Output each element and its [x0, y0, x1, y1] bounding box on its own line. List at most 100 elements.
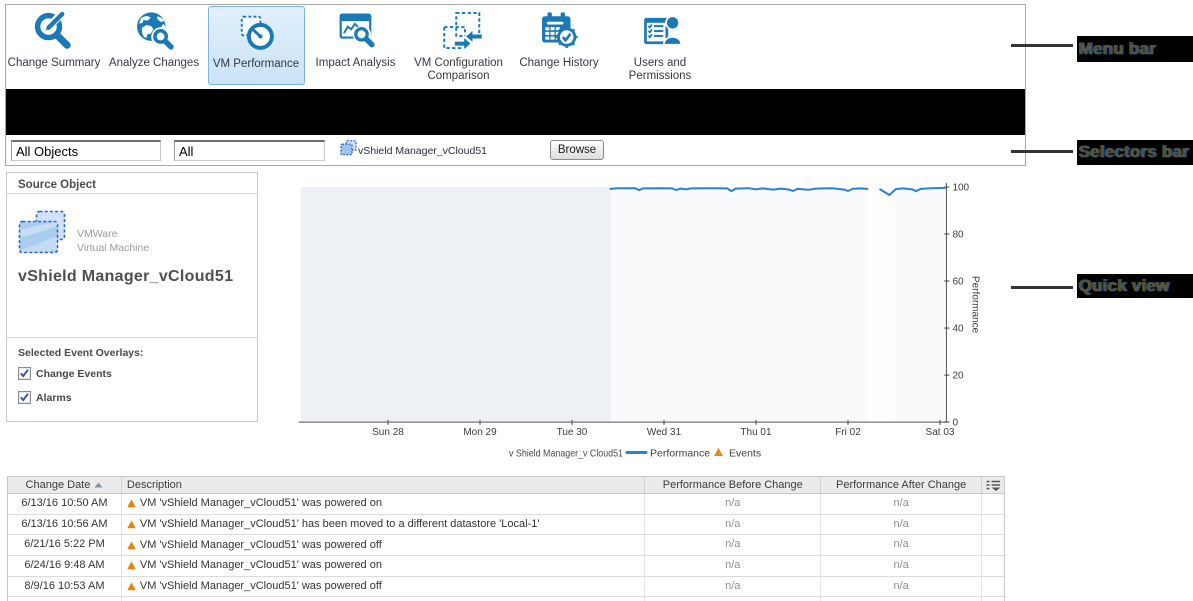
vm-performance-icon	[233, 7, 279, 55]
sort-asc-icon	[94, 482, 103, 488]
callout-label: Menu bar	[1079, 39, 1157, 58]
table-row[interactable]: 6/24/16 9:48 AM VM 'vShield Manager_vClo…	[8, 555, 1004, 577]
users-permissions-icon	[637, 6, 683, 54]
plot-bg-no-data	[300, 187, 611, 423]
source-object-title: Source Object	[18, 179, 96, 191]
object-kind-line2: Virtual Machine	[77, 242, 150, 254]
menu-item-label: Impact Analysis	[315, 57, 396, 69]
column-header-performance-after-change[interactable]: Performance After Change	[821, 477, 983, 493]
table-row[interactable]: 6/21/16 5:22 PM VM 'vShield Manager_vClo…	[8, 535, 1004, 556]
row-end-cell	[982, 535, 1004, 555]
menu-item-users-and-permissions[interactable]: Users and Permissions	[610, 6, 710, 85]
object-kind-line1: VMWare	[77, 228, 118, 240]
table-header: Change Date Description Performance Befor…	[8, 477, 1004, 494]
table-row[interactable]: 6/13/16 10:50 AM VM 'vShield Manager_vCl…	[8, 494, 1004, 515]
table-row-partial	[8, 597, 1004, 601]
browse-button[interactable]: Browse	[550, 140, 604, 160]
warning-triangle-icon	[127, 499, 140, 508]
warning-triangle-icon-svg	[127, 582, 136, 591]
x-tick-label: Sat 03	[926, 427, 955, 438]
checkbox-row-alarms[interactable]: Alarms	[18, 391, 72, 404]
row-end-cell	[821, 597, 983, 601]
legend-series-label: Performance	[650, 448, 710, 460]
column-chooser-icon-svg	[986, 480, 1001, 491]
callout-line	[1011, 149, 1073, 154]
performance-after-cell: n/a	[821, 494, 983, 514]
y-tick-label: 60	[952, 277, 964, 288]
vm-configuration-comparison-icon	[436, 6, 482, 54]
menu-item-impact-analysis[interactable]: Impact Analysis	[306, 6, 406, 85]
menu-item-vm-configuration-comparison[interactable]: VM Configuration Comparison	[407, 6, 511, 85]
callout-label: Quick view	[1079, 275, 1170, 295]
performance-after-cell: n/a	[821, 576, 983, 597]
source-object-name: vShield Manager_vCloud51	[18, 268, 234, 285]
row-end-cell	[982, 515, 1004, 535]
vm-icon-svg	[340, 140, 357, 156]
callout-line	[1011, 285, 1073, 290]
change-date-cell: 8/9/16 10:53 AM	[8, 576, 122, 597]
row-end-cell	[982, 494, 1004, 514]
description-cell: VM 'vShield Manager_vCloud51' was powere…	[122, 494, 646, 514]
menu-item-change-summary[interactable]: Change Summary	[4, 6, 104, 85]
description-cell: VM 'vShield Manager_vCloud51' was powere…	[122, 576, 646, 597]
menu-item-analyze-changes[interactable]: Analyze Changes	[104, 6, 204, 85]
warning-triangle-icon	[127, 541, 140, 550]
row-end-cell	[982, 556, 1004, 576]
y-tick-label: 0	[952, 418, 958, 429]
vm-configuration-comparison-icon-svg	[442, 11, 482, 53]
checkbox-checked-icon[interactable]	[18, 391, 31, 404]
description-cell: VM 'vShield Manager_vCloud51' was powere…	[122, 535, 646, 555]
menu-item-label: Users and Permissions	[628, 57, 692, 82]
column-header-label: Description	[126, 479, 182, 491]
highlight-band	[867, 187, 895, 423]
column-chooser-button[interactable]	[982, 477, 1004, 493]
y-tick-label: 40	[952, 324, 964, 335]
x-tick-label: Wed 31	[647, 427, 682, 438]
performance-before-cell: n/a	[645, 555, 822, 576]
selected-object-label: vShield Manager_vCloud51	[358, 144, 487, 157]
performance-before-cell: n/a	[645, 535, 822, 555]
table-row[interactable]: 8/9/16 10:53 AM VM 'vShield Manager_vClo…	[8, 576, 1004, 598]
callout-selectors-bar: Selectors bar	[1077, 139, 1193, 165]
y-tick-label: 100	[952, 183, 969, 194]
panel-divider	[7, 193, 257, 194]
row-end-cell	[982, 597, 1004, 601]
table-row[interactable]: 6/13/16 10:56 AM VM 'vShield Manager_vCl…	[8, 514, 1004, 536]
row-end-cell	[645, 597, 822, 601]
performance-chart: Sun 28 Mon 29 Tue 30 Wed 31 Thu 01 Fri 02 Sat …	[290, 180, 995, 465]
menu-item-change-history[interactable]: Change History	[509, 6, 609, 85]
analyze-changes-icon-svg	[137, 12, 174, 50]
object-type-selector[interactable]: All Objects	[11, 139, 161, 161]
column-header-label: Performance Before Change	[662, 479, 803, 491]
change-history-icon-svg	[542, 12, 578, 48]
description-text: VM 'vShield Manager_vCloud51' was powere…	[139, 579, 382, 592]
performance-after-cell: n/a	[821, 555, 983, 576]
analyze-changes-icon	[131, 6, 177, 54]
sort-asc-icon-svg	[94, 482, 103, 488]
checkbox-checked-icon[interactable]	[18, 367, 31, 380]
menu-item-label: VM Performance	[212, 58, 300, 70]
performance-after-cell: n/a	[821, 514, 983, 535]
vm-icon	[18, 210, 68, 260]
object-filter-selector[interactable]: All	[174, 139, 325, 161]
column-header-performance-before-change[interactable]: Performance Before Change	[645, 477, 822, 493]
row-end-cell	[8, 597, 122, 601]
y-tick-label: 20	[952, 371, 964, 382]
column-header-description[interactable]: Description	[122, 477, 646, 493]
plot-bg-data	[610, 187, 947, 423]
vm-icon-svg	[18, 210, 66, 254]
row-end-cell	[982, 577, 1004, 597]
checkbox-checked-icon-svg	[18, 391, 31, 404]
change-summary-icon-svg	[34, 10, 71, 49]
performance-before-cell: n/a	[645, 494, 822, 514]
column-header-label: Performance After Change	[835, 479, 967, 491]
change-date-cell: 6/21/16 5:22 PM	[8, 535, 122, 555]
legend-events-label: Events	[729, 448, 761, 460]
column-header-change-date[interactable]: Change Date	[8, 477, 122, 493]
checkbox-row-change-events[interactable]: Change Events	[18, 367, 112, 380]
legend-events-marker	[714, 448, 723, 456]
description-cell: VM 'vShield Manager_vCloud51' has been m…	[122, 514, 646, 535]
menu-item-vm-performance[interactable]: VM Performance	[207, 6, 305, 85]
warning-triangle-icon-svg	[127, 499, 136, 508]
description-text: VM 'vShield Manager_vCloud51' was powere…	[139, 559, 382, 572]
